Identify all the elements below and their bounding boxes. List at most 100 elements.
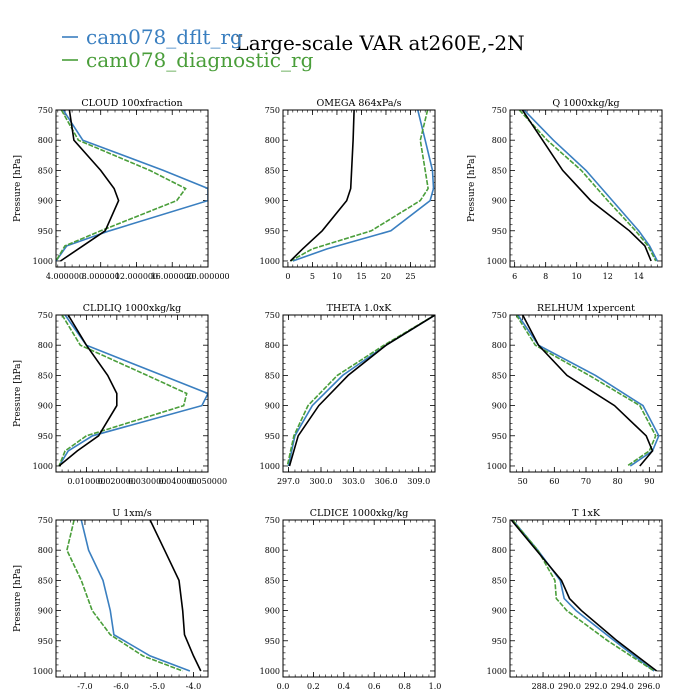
- x-tick-label: 0.6: [368, 682, 381, 691]
- x-tick-label: 70: [581, 477, 591, 486]
- panels: CLOUD 100xfraction Pressure [hPa] 750 800 85…: [13, 98, 663, 691]
- series-line-2: [290, 110, 429, 262]
- series-line-reference: [521, 315, 654, 467]
- y-axis-label: Pressure [hPa]: [13, 360, 23, 427]
- y-tick-label: 850: [492, 371, 507, 380]
- x-tick-label: 300.0: [310, 477, 333, 486]
- x-tick-label: 6: [512, 272, 517, 281]
- y-tick-label: 750: [38, 516, 53, 525]
- y-tick-label: 950: [38, 637, 53, 646]
- y-tick-label: 750: [492, 516, 507, 525]
- series-line-reference: [60, 110, 120, 262]
- x-tick-label: 20: [381, 272, 391, 281]
- y-tick-label: 800: [265, 136, 280, 145]
- y-tick-label: 1000: [260, 257, 280, 266]
- y-tick-label: 800: [265, 546, 280, 555]
- y-tick-label: 850: [38, 576, 53, 585]
- chart-panel: CLDLIQ 1000xkg/kg Pressure [hPa] 750 800 850…: [13, 303, 227, 486]
- y-tick-label: 900: [38, 197, 53, 206]
- chart-panel: OMEGA 864xPa/s 750 800 850 900 950 1000 0 5 10 15 2…: [260, 98, 436, 281]
- x-tick-label: 12.000000: [115, 272, 158, 281]
- x-tick-label: 10: [332, 272, 342, 281]
- plot-frame: [55, 109, 209, 268]
- x-tick-label: 80: [613, 477, 623, 486]
- x-tick-label: 0.0: [277, 682, 290, 691]
- y-tick-label: 1000: [33, 257, 53, 266]
- main-title: Large-scale VAR at260E,-2N: [235, 31, 524, 55]
- y-tick-label: 1000: [487, 462, 507, 471]
- x-tick-label: 4.000000: [46, 272, 84, 281]
- y-tick-label: 1000: [33, 462, 53, 471]
- series-line-1: [58, 315, 208, 467]
- series-line-reference: [521, 110, 652, 262]
- series-line-2: [518, 110, 657, 262]
- y-tick-label: 900: [38, 607, 53, 616]
- chart-panel: T 1xK 750 800 850 900 950 1000 288.0 290.0 292.0 2…: [487, 508, 663, 691]
- y-tick-label: 900: [492, 607, 507, 616]
- x-tick-label: 0.4: [337, 682, 350, 691]
- y-tick-label: 800: [492, 546, 507, 555]
- panel-title: U 1xm/s: [112, 508, 152, 519]
- y-axis-label: Pressure [hPa]: [13, 565, 23, 632]
- y-tick-label: 900: [265, 197, 280, 206]
- series-line-1: [511, 520, 655, 672]
- x-tick-label: -5.0: [150, 682, 165, 691]
- x-tick-label: 303.0: [342, 477, 365, 486]
- y-tick-label: 900: [492, 402, 507, 411]
- y-tick-label: 750: [265, 516, 280, 525]
- series-line-1: [80, 520, 191, 672]
- x-tick-label: 0.050000: [189, 477, 227, 486]
- series-line-reference: [510, 520, 658, 672]
- x-tick-label: 8.000000: [82, 272, 120, 281]
- x-tick-label: 288.0: [532, 682, 555, 691]
- x-tick-label: 25: [405, 272, 415, 281]
- y-tick-label: 900: [265, 402, 280, 411]
- y-tick-label: 850: [265, 371, 280, 380]
- y-tick-label: 850: [492, 576, 507, 585]
- y-tick-label: 950: [38, 227, 53, 236]
- x-tick-label: 0.010000: [67, 477, 105, 486]
- chart-panel: THETA 1.0xK 750 800 850 900 950 1000 297.0 300.0…: [260, 303, 436, 486]
- y-tick-label: 750: [265, 311, 280, 320]
- x-tick-label: 306.0: [375, 477, 398, 486]
- x-tick-label: 296.0: [637, 682, 660, 691]
- y-tick-label: 950: [492, 432, 507, 441]
- y-tick-label: 900: [265, 607, 280, 616]
- y-tick-label: 1000: [33, 667, 53, 676]
- chart-panel: CLOUD 100xfraction Pressure [hPa] 750 800 85…: [13, 98, 230, 281]
- series-line-1: [292, 110, 435, 262]
- plot-frame: [55, 314, 209, 473]
- panel-title: Q 1000xkg/kg: [552, 98, 619, 109]
- y-tick-label: 750: [492, 106, 507, 115]
- plot-frame: [282, 109, 436, 268]
- x-tick-label: 16.000000: [151, 272, 194, 281]
- panel-title: CLDLIQ 1000xkg/kg: [83, 303, 181, 314]
- y-tick-label: 850: [265, 166, 280, 175]
- y-tick-label: 850: [38, 371, 53, 380]
- x-tick-label: 0.040000: [159, 477, 197, 486]
- y-axis-label: Pressure [hPa]: [467, 155, 477, 222]
- x-tick-label: 294.0: [611, 682, 634, 691]
- y-tick-label: 750: [265, 106, 280, 115]
- x-tick-label: 8: [543, 272, 548, 281]
- y-tick-label: 800: [38, 341, 53, 350]
- series-line-1: [517, 315, 660, 467]
- y-tick-label: 950: [492, 227, 507, 236]
- series-line-2: [286, 315, 435, 467]
- panel-title: OMEGA 864xPa/s: [316, 98, 401, 109]
- y-tick-label: 800: [492, 341, 507, 350]
- panel-title: CLOUD 100xfraction: [81, 98, 182, 109]
- chart-panel: RELHUM 1xpercent 750 800 850 900 950 1000 50 60 7…: [487, 303, 663, 486]
- x-tick-label: 0.8: [398, 682, 411, 691]
- plot-frame: [509, 109, 663, 268]
- plot-frame: [55, 519, 209, 678]
- x-tick-label: -4.0: [186, 682, 201, 691]
- x-tick-label: 1.0: [429, 682, 442, 691]
- x-tick-label: 20.000000: [186, 272, 229, 281]
- plot-frame: [509, 314, 663, 473]
- series-line-2: [66, 520, 183, 672]
- panel-title: T 1xK: [572, 508, 601, 519]
- y-tick-label: 1000: [487, 667, 507, 676]
- x-tick-label: 10: [572, 272, 582, 281]
